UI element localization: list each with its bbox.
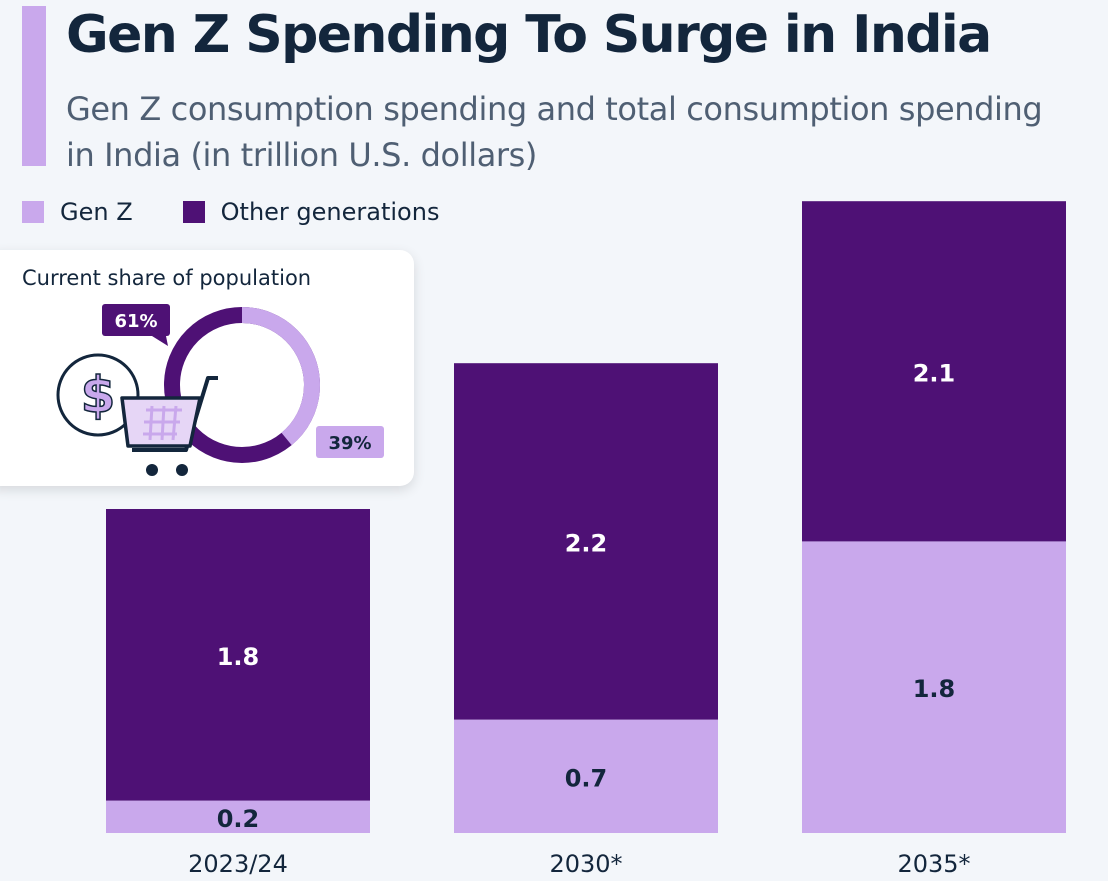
share-label-other-generations: 61% — [114, 311, 157, 332]
bar-gen-z-1 — [106, 800, 370, 833]
legend-label-gen-z: Gen Z — [60, 198, 133, 226]
bar-other-generations-2 — [454, 363, 718, 720]
legend-item-other-generations: Other generations — [182, 198, 440, 226]
bar-other-generations-3 — [802, 201, 1066, 542]
bar-gen-z-3 — [802, 541, 1066, 833]
x-tick-label-2: 2030* — [549, 850, 622, 878]
population-card-title: Current share of population — [22, 266, 312, 290]
population-share-card: Current share of population 61% 39% $ — [0, 250, 414, 486]
data-label-gen-z-1: 0.2 — [217, 805, 260, 833]
chart-title: Gen Z Spending To Surge in India — [66, 5, 992, 65]
data-label-gen-z-3: 1.8 — [913, 675, 956, 703]
legend-swatch-other-generations — [182, 201, 205, 223]
legend-label-other-generations: Other generations — [220, 198, 440, 226]
share-label-gen-z: 39% — [328, 433, 371, 454]
share-badge-other-generations: 61% — [102, 304, 170, 346]
chart-subtitle: Gen Z consumption spending and total con… — [66, 90, 1043, 174]
data-label-other-generations-3: 2.1 — [913, 359, 956, 387]
legend-item-gen-z: Gen Z — [22, 198, 133, 226]
population-card-graphic: 61% 39% $ — [56, 304, 384, 476]
bar-other-generations-1 — [106, 509, 370, 801]
x-tick-label-3: 2035* — [897, 850, 970, 878]
share-badge-gen-z: 39% — [302, 420, 384, 458]
title-accent-bar — [22, 6, 46, 166]
svg-text:$: $ — [81, 366, 116, 424]
shopping-cart-icon — [120, 376, 218, 476]
data-label-other-generations-1: 1.8 — [217, 643, 260, 671]
donut-gen-z-segment — [164, 307, 320, 463]
data-label-other-generations-2: 2.2 — [565, 529, 608, 557]
legend-swatch-gen-z — [22, 201, 44, 223]
legend: Gen Z Other generations — [22, 198, 489, 226]
bar-gen-z-2 — [454, 719, 718, 833]
dollar-coin-icon: $ — [56, 353, 140, 437]
data-label-gen-z-2: 0.7 — [565, 764, 608, 792]
x-tick-label-1: 2023/24 — [188, 850, 288, 878]
